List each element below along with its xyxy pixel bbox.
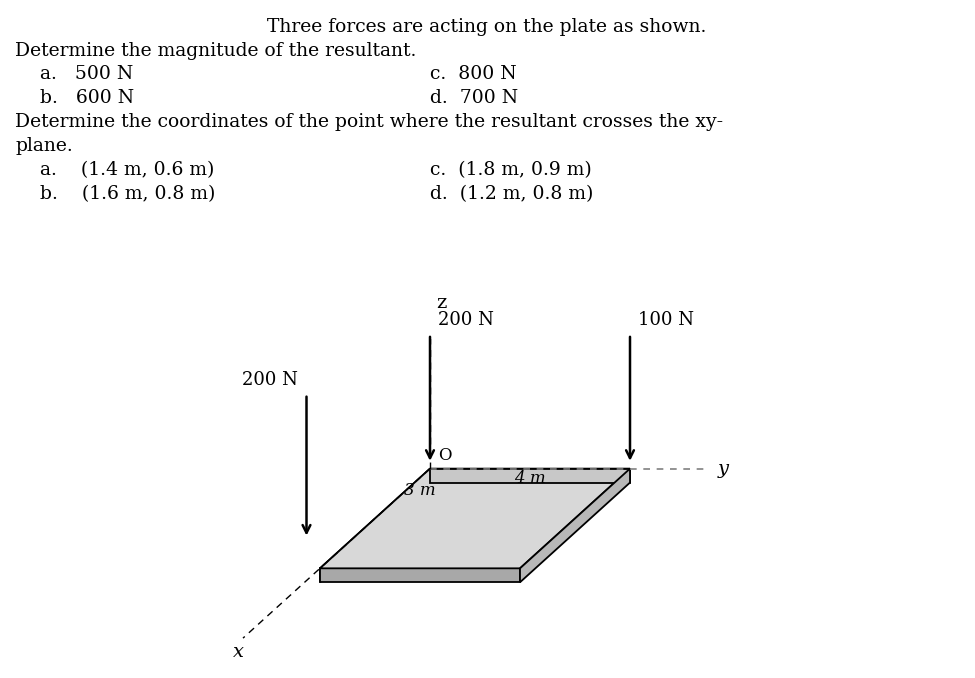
Text: x: x (232, 643, 244, 661)
Text: 100 N: 100 N (638, 311, 694, 329)
Text: d.  700 N: d. 700 N (430, 89, 518, 107)
Polygon shape (520, 468, 630, 582)
Polygon shape (320, 468, 630, 568)
Polygon shape (430, 468, 630, 483)
Text: b.   600 N: b. 600 N (40, 89, 135, 107)
Text: z: z (436, 294, 447, 312)
Text: 3 m: 3 m (404, 481, 435, 498)
Text: Three forces are acting on the plate as shown.: Three forces are acting on the plate as … (267, 18, 707, 36)
Text: y: y (718, 460, 729, 477)
Text: b.    (1.6 m, 0.8 m): b. (1.6 m, 0.8 m) (40, 185, 215, 203)
Text: O: O (438, 447, 451, 464)
Polygon shape (320, 468, 430, 582)
Polygon shape (320, 568, 520, 582)
Text: 200 N: 200 N (242, 371, 297, 389)
Text: a.    (1.4 m, 0.6 m): a. (1.4 m, 0.6 m) (40, 161, 214, 179)
Text: c.  (1.8 m, 0.9 m): c. (1.8 m, 0.9 m) (430, 161, 592, 179)
Text: Determine the magnitude of the resultant.: Determine the magnitude of the resultant… (15, 42, 416, 60)
Text: c.  800 N: c. 800 N (430, 65, 517, 83)
Text: Determine the coordinates of the point where the resultant crosses the xy-: Determine the coordinates of the point w… (15, 113, 723, 131)
Text: 200 N: 200 N (438, 311, 494, 329)
Text: a.   500 N: a. 500 N (40, 65, 134, 83)
Text: d.  (1.2 m, 0.8 m): d. (1.2 m, 0.8 m) (430, 185, 594, 203)
Text: plane.: plane. (15, 137, 73, 155)
Text: 4 m: 4 m (514, 470, 546, 487)
